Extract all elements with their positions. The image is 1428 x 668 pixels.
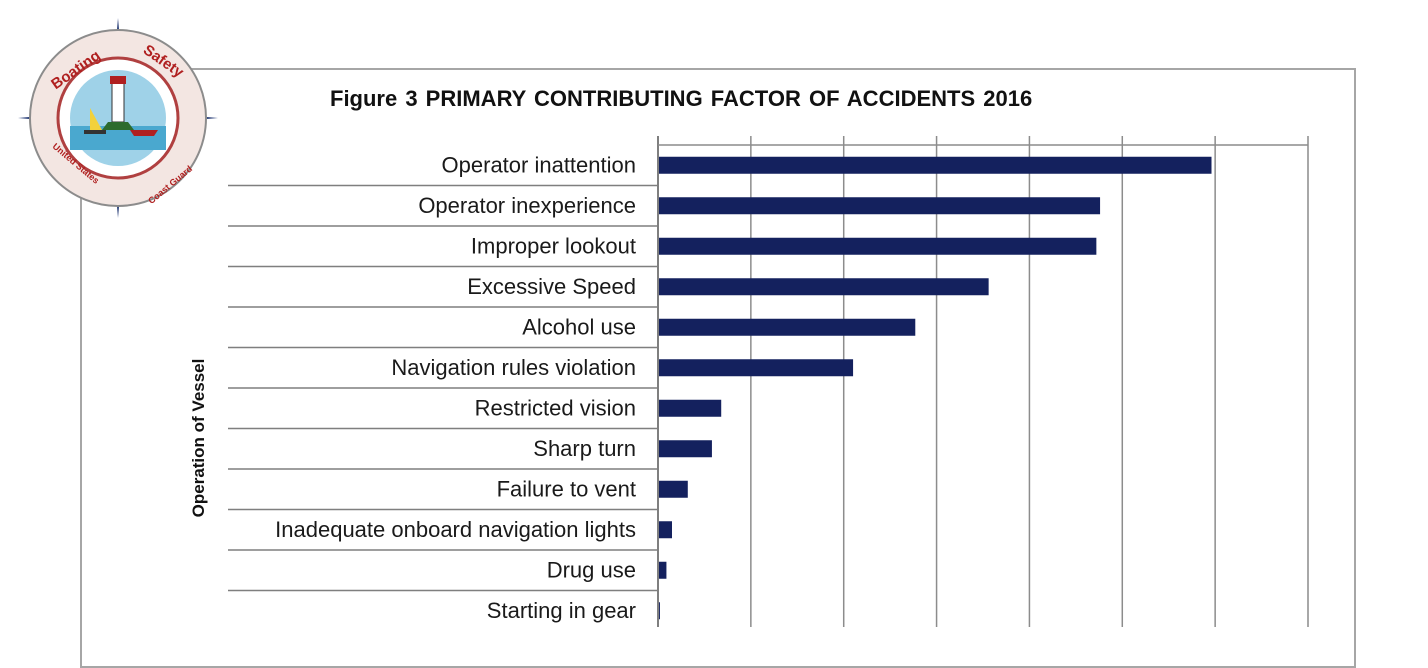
bar <box>659 237 1097 255</box>
category-label: Navigation rules violation <box>391 355 636 380</box>
category-label: Starting in gear <box>487 598 636 623</box>
bar-chart: Operator inattention Operator inexperienc… <box>189 136 1309 627</box>
category-label: Sharp turn <box>533 436 636 461</box>
bar <box>659 480 688 498</box>
category-label: Operator inexperience <box>418 193 636 218</box>
bar <box>659 278 989 296</box>
lighthouse-icon <box>102 76 134 130</box>
powerboat-icon <box>130 130 158 136</box>
category-label: Failure to vent <box>497 476 636 501</box>
chart-title: Figure 3 PRIMARY CONTRIBUTING FACTOR OF … <box>330 86 1033 111</box>
bar <box>659 440 712 458</box>
category-label: Inadequate onboard navigation lights <box>275 517 636 542</box>
y-axis-label: Operation of Vessel <box>189 359 208 518</box>
category-label: Restricted vision <box>475 395 636 420</box>
bar <box>659 318 916 336</box>
bar <box>659 359 854 377</box>
gridlines <box>657 136 1309 627</box>
sailboat-icon <box>84 108 106 134</box>
bar <box>659 602 660 620</box>
bar <box>659 156 1212 174</box>
category-label: Alcohol use <box>522 314 636 339</box>
bar <box>659 521 672 539</box>
bar <box>659 197 1101 215</box>
category-label: Operator inattention <box>442 152 636 177</box>
category-row-lines <box>228 184 658 592</box>
category-label: Improper lookout <box>471 233 636 258</box>
category-label: Excessive Speed <box>467 274 636 299</box>
category-labels: Operator inattention Operator inexperienc… <box>275 152 636 623</box>
bar <box>659 399 722 417</box>
category-label: Drug use <box>547 557 636 582</box>
bar <box>659 561 667 579</box>
boating-safety-logo: Boating Safety United States Coast Guard <box>18 18 218 218</box>
bars <box>659 156 1212 620</box>
